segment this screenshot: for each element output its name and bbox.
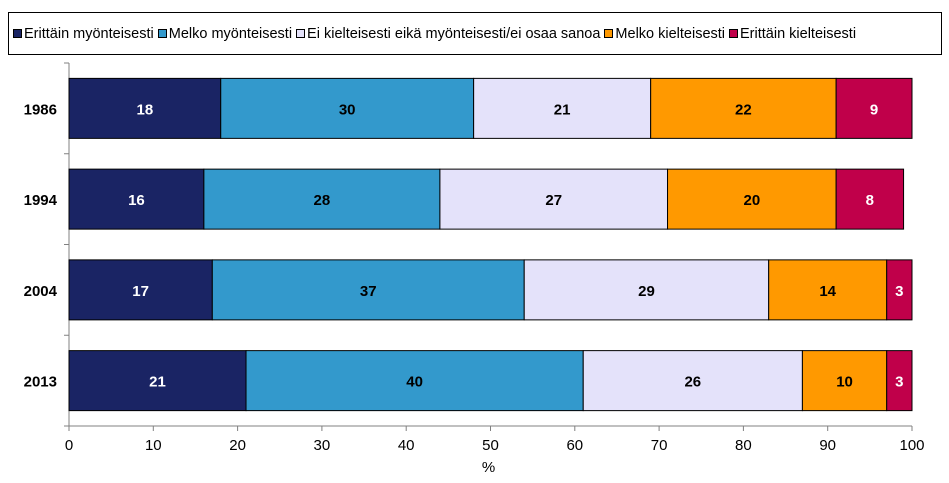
- y-category-label: 2013: [24, 374, 57, 391]
- x-tick-label: 100: [899, 437, 924, 454]
- data-label: 8: [866, 192, 874, 209]
- x-tick-label: 40: [398, 437, 415, 454]
- data-label: 26: [684, 374, 701, 391]
- data-label: 9: [870, 101, 878, 118]
- data-label: 16: [128, 192, 145, 209]
- data-label: 28: [314, 192, 331, 209]
- data-label: 21: [554, 101, 571, 118]
- bar-segment: [439, 168, 669, 230]
- legend-swatch: [296, 29, 306, 38]
- bar-segment: [211, 259, 525, 321]
- data-label: 20: [743, 192, 760, 209]
- bar-segment: [68, 259, 213, 321]
- data-label: 30: [339, 101, 356, 118]
- bar-segment: [801, 350, 888, 412]
- bar-segment: [768, 259, 888, 321]
- legend-swatch: [729, 29, 739, 38]
- data-label: 40: [406, 374, 423, 391]
- legend-item: Erittäin myönteisesti: [13, 26, 154, 42]
- legend-swatch: [13, 29, 22, 38]
- data-label: 29: [638, 283, 655, 300]
- bar-segment: [835, 168, 905, 230]
- legend-item: Melko kielteisesti: [604, 26, 725, 42]
- data-label: 10: [836, 374, 853, 391]
- legend-label: Erittäin myönteisesti: [24, 25, 154, 42]
- y-category-label: 1994: [24, 192, 58, 209]
- x-tick-label: 0: [65, 437, 73, 454]
- x-tick-label: 70: [651, 437, 668, 454]
- x-tick-label: 10: [145, 437, 162, 454]
- data-label: 3: [895, 374, 903, 391]
- legend-item: Melko myönteisesti: [157, 25, 293, 42]
- x-tick-label: 20: [229, 437, 246, 454]
- legend-item: Erittäin kielteisesti: [729, 26, 856, 42]
- bar-segment: [835, 77, 913, 139]
- x-tick-label: 90: [819, 437, 836, 454]
- legend-label: Erittäin kielteisesti: [740, 25, 857, 42]
- y-category-label: 1986: [24, 101, 57, 118]
- legend: Erittäin myönteisesti Melko myönteisesti E…: [8, 12, 942, 55]
- legend-items: Erittäin myönteisesti Melko myönteisesti E…: [13, 13, 860, 54]
- x-tick-label: 50: [482, 437, 499, 454]
- bar-segment: [650, 77, 837, 139]
- bar-segment: [203, 168, 441, 230]
- bar-segment: [582, 350, 803, 412]
- bar-segment: [886, 259, 913, 321]
- bar-segment: [68, 350, 247, 412]
- x-axis-title: %: [482, 459, 495, 476]
- legend-swatch: [157, 29, 167, 38]
- data-label: 18: [137, 101, 154, 118]
- data-label: 3: [895, 283, 903, 300]
- legend-label: Ei kielteisesti eikä myönteisesti/ei osa…: [307, 25, 601, 42]
- bar-segment: [473, 77, 652, 139]
- data-label: 22: [735, 101, 752, 118]
- bar-segment: [886, 350, 913, 412]
- data-label: 37: [360, 283, 377, 300]
- data-label: 14: [819, 283, 836, 300]
- legend-swatch: [604, 29, 614, 38]
- data-label: 27: [545, 192, 562, 209]
- data-label: 17: [132, 283, 149, 300]
- legend-label: Melko myönteisesti: [168, 25, 293, 42]
- data-label: 21: [149, 374, 166, 391]
- legend-label: Melko kielteisesti: [615, 25, 726, 42]
- x-tick-label: 80: [735, 437, 752, 454]
- x-tick-label: 30: [314, 437, 331, 454]
- x-tick-label: 60: [566, 437, 583, 454]
- bar-segment: [523, 259, 770, 321]
- bar-segment: [68, 77, 222, 139]
- bar-segment: [667, 168, 837, 230]
- y-category-label: 2004: [24, 283, 58, 300]
- legend-item: Ei kielteisesti eikä myönteisesti/ei osa…: [296, 26, 600, 42]
